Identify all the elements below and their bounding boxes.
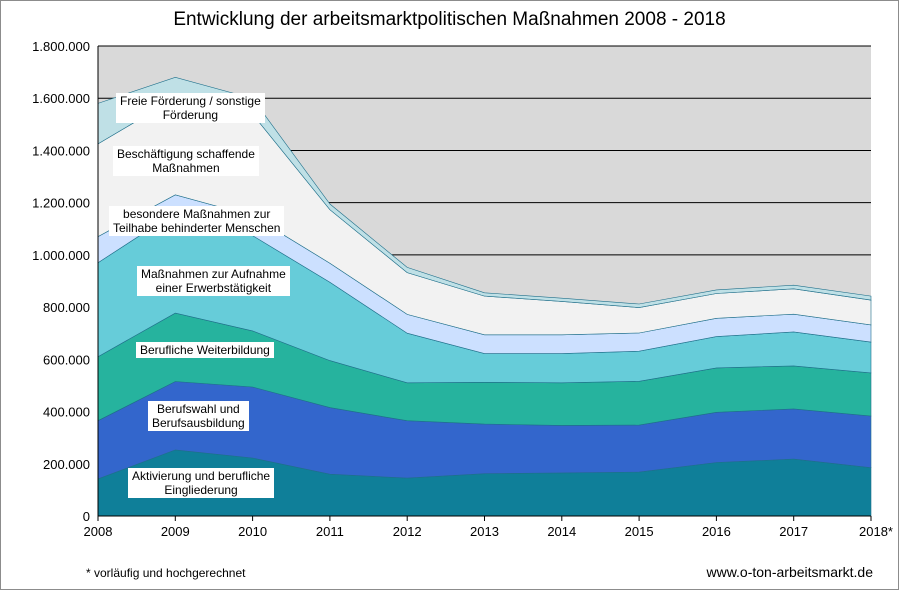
x-tick-label: 2010 <box>238 524 267 539</box>
y-tick-label: 800.000 <box>43 300 90 315</box>
area-series-6 <box>97 76 872 308</box>
x-tick-label: 2016 <box>702 524 731 539</box>
y-tick-labels: 0 200.000 400.000 600.000 800.000 1.000.000 1.… <box>32 39 90 524</box>
x-tick-label: 2013 <box>470 524 499 539</box>
x-tick-labels: 2008 2009 2010 2011 2012 2013 2014 2015 2016 2017… <box>84 516 893 539</box>
x-tick-label: 2015 <box>625 524 654 539</box>
x-tick-label: 2009 <box>161 524 190 539</box>
series-label-freie-foerderung: Freie Förderung / sonstige Förderung <box>116 93 265 123</box>
series-label-besondere-massnahmen: besondere Maßnahmen zur Teilhabe behinde… <box>109 206 285 236</box>
x-tick-label: 2017 <box>779 524 808 539</box>
y-tick-label: 200.000 <box>43 457 90 472</box>
source-credit: www.o-ton-arbeitsmarkt.de <box>706 564 873 580</box>
series-label-aufnahme-erwerbstaetigkeit: Maßnahmen zur Aufnahme einer Erwerbstäti… <box>137 266 290 296</box>
y-tick-label: 1.600.000 <box>32 91 90 106</box>
series-label-aktivierung: Aktivierung und berufliche Eingliederung <box>128 468 275 498</box>
y-tick-label: 400.000 <box>43 405 90 420</box>
y-tick-label: 600.000 <box>43 352 90 367</box>
y-tick-label: 1.200.000 <box>32 196 90 211</box>
series-label-berufliche-weiterbildung: Berufliche Weiterbildung <box>136 342 274 358</box>
x-tick-label: 2012 <box>393 524 422 539</box>
y-tick-label: 0 <box>83 509 90 524</box>
x-tick-label: 2014 <box>547 524 576 539</box>
footnote: * vorläufig und hochgerechnet <box>86 566 246 580</box>
y-tick-label: 1.800.000 <box>32 39 90 54</box>
x-tick-label: 2018* <box>859 524 893 539</box>
series-label-beschaeftigung-schaffende: Beschäftigung schaffende Maßnahmen <box>113 146 259 176</box>
x-tick-label: 2011 <box>316 524 344 539</box>
y-tick-label: 1.000.000 <box>32 248 90 263</box>
series-label-berufswahl: Berufswahl und Berufsausbildung <box>148 401 249 431</box>
chart-title: Entwicklung der arbeitsmarktpolitischen … <box>173 9 726 30</box>
x-tick-label: 2008 <box>84 524 113 539</box>
y-tick-label: 1.400.000 <box>32 143 90 158</box>
